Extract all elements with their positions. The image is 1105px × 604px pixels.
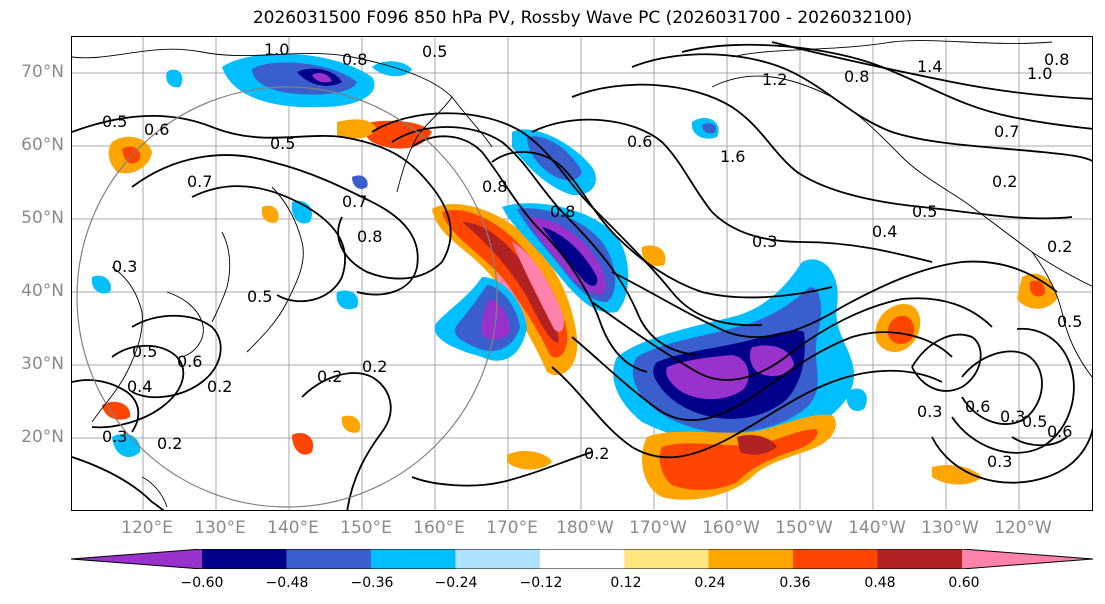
colorbar-segment (286, 549, 372, 569)
contour-label: 0.5 (270, 134, 295, 153)
contour-label: 0.4 (872, 222, 897, 241)
contour-label: 0.5 (132, 342, 157, 361)
colorbar-segment (708, 549, 794, 569)
colorbar-tick-label: 0.24 (694, 575, 726, 591)
lon-label: 150°W (775, 518, 833, 538)
contour-label: 1.6 (720, 147, 745, 166)
colorbar-segment (793, 549, 879, 569)
contour-label: 0.6 (627, 132, 652, 151)
map-canvas: 1.0 0.8 0.5 0.5 0.6 0.5 0.7 0.7 0.8 0.5 … (72, 37, 1092, 510)
map-panel: 1.0 0.8 0.5 0.5 0.6 0.5 0.7 0.7 0.8 0.5 … (71, 36, 1093, 511)
contour-label: 1.2 (762, 70, 787, 89)
lon-label: 170°W (629, 518, 687, 538)
contour-label: 0.7 (994, 122, 1019, 141)
lon-label: 140°W (848, 518, 906, 538)
contour-label: 0.5 (247, 287, 272, 306)
contour-label: 0.7 (187, 172, 212, 191)
contour-label-group: 1.0 0.8 0.5 0.5 0.6 0.5 0.7 0.7 0.8 0.5 … (102, 40, 1082, 471)
contour-label: 0.3 (752, 232, 777, 251)
lon-label: 150°E (340, 518, 392, 538)
lat-label: 70°N (21, 62, 64, 82)
colorbar-tick-label: −0.24 (434, 575, 478, 591)
colorbar-extend-low (71, 549, 202, 569)
contour-label: 0.3 (917, 402, 942, 421)
colorbar-segment (202, 549, 287, 569)
contour-label: 0.8 (550, 202, 575, 221)
colorbar-segment (370, 549, 456, 569)
contour-label: 0.5 (912, 202, 937, 221)
chart-title: 2026031500 F096 850 hPa PV, Rossby Wave … (252, 8, 913, 28)
contour-label: 1.0 (264, 40, 289, 59)
colorbar-segment (455, 549, 541, 569)
contour-label: 0.8 (357, 227, 382, 246)
contour-label: 0.5 (1057, 312, 1082, 331)
reference-circle (76, 86, 498, 508)
contour-label: 0.2 (207, 377, 232, 396)
colorbar-tick-label: −0.48 (265, 575, 309, 591)
contour-label: 1.4 (917, 57, 942, 76)
contour-label: 0.8 (342, 50, 367, 69)
lat-label: 20°N (21, 427, 64, 447)
contour-label: 0.2 (584, 444, 609, 463)
contour-label: 0.2 (362, 357, 387, 376)
colorbar-segment (624, 549, 710, 569)
lat-label: 40°N (21, 281, 64, 301)
contour-label: 0.3 (112, 257, 137, 276)
contour-label: 0.8 (482, 177, 507, 196)
colorbar-segment (539, 549, 625, 569)
contour-label: 0.3 (102, 427, 127, 446)
lon-label: 130°E (194, 518, 246, 538)
lon-label: 140°E (267, 518, 319, 538)
pv-shading (91, 53, 1057, 500)
lon-label: 170°E (486, 518, 538, 538)
contour-label: 0.3 (1000, 407, 1025, 426)
contour-label: 1.0 (1027, 64, 1052, 83)
colorbar-extend-high (962, 549, 1093, 569)
lon-label: 160°E (413, 518, 465, 538)
colorbar-tick-label: 0.12 (610, 575, 642, 591)
contour-label: 0.5 (102, 112, 127, 131)
contour-label: 0.8 (1044, 50, 1069, 69)
lat-label: 30°N (21, 354, 64, 374)
coastlines (72, 40, 1092, 508)
contour-label: 0.6 (144, 120, 169, 139)
contour-label: 0.2 (1047, 237, 1072, 256)
colorbar-tick-label: 0.60 (948, 575, 980, 591)
contour-label: 0.8 (844, 67, 869, 86)
contour-label: 0.2 (157, 434, 182, 453)
lon-label: 120°W (994, 518, 1052, 538)
lat-label: 50°N (21, 208, 64, 228)
contour-label: 0.5 (422, 42, 447, 61)
contour-label: 0.4 (127, 377, 152, 396)
lon-label: 160°W (702, 518, 760, 538)
lon-label: 130°W (921, 518, 979, 538)
contour-label: 0.3 (987, 452, 1012, 471)
colorbar-segment (877, 549, 963, 569)
colorbar-tick-label: 0.36 (779, 575, 811, 591)
colorbar-tick-label: −0.36 (350, 575, 394, 591)
lon-label: 180°W (556, 518, 614, 538)
contour-label: 0.6 (177, 352, 202, 371)
lon-label: 120°E (121, 518, 173, 538)
contour-label: 0.2 (317, 367, 342, 386)
colorbar-tick-label: −0.12 (519, 575, 563, 591)
colorbar (71, 549, 1093, 569)
pv-contours (72, 41, 1092, 510)
colorbar-tick-label: 0.48 (864, 575, 896, 591)
contour-label: 0.5 (1022, 412, 1047, 431)
contour-label: 0.7 (342, 192, 367, 211)
contour-label: 0.6 (1047, 422, 1072, 441)
colorbar-tick-label: −0.60 (180, 575, 224, 591)
lat-label: 60°N (21, 135, 64, 155)
contour-label: 0.2 (992, 172, 1017, 191)
contour-label: 0.6 (965, 397, 990, 416)
